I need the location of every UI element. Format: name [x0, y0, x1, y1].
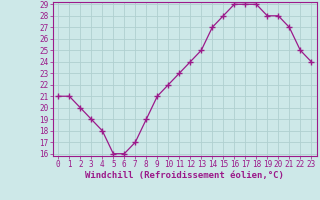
X-axis label: Windchill (Refroidissement éolien,°C): Windchill (Refroidissement éolien,°C)	[85, 171, 284, 180]
